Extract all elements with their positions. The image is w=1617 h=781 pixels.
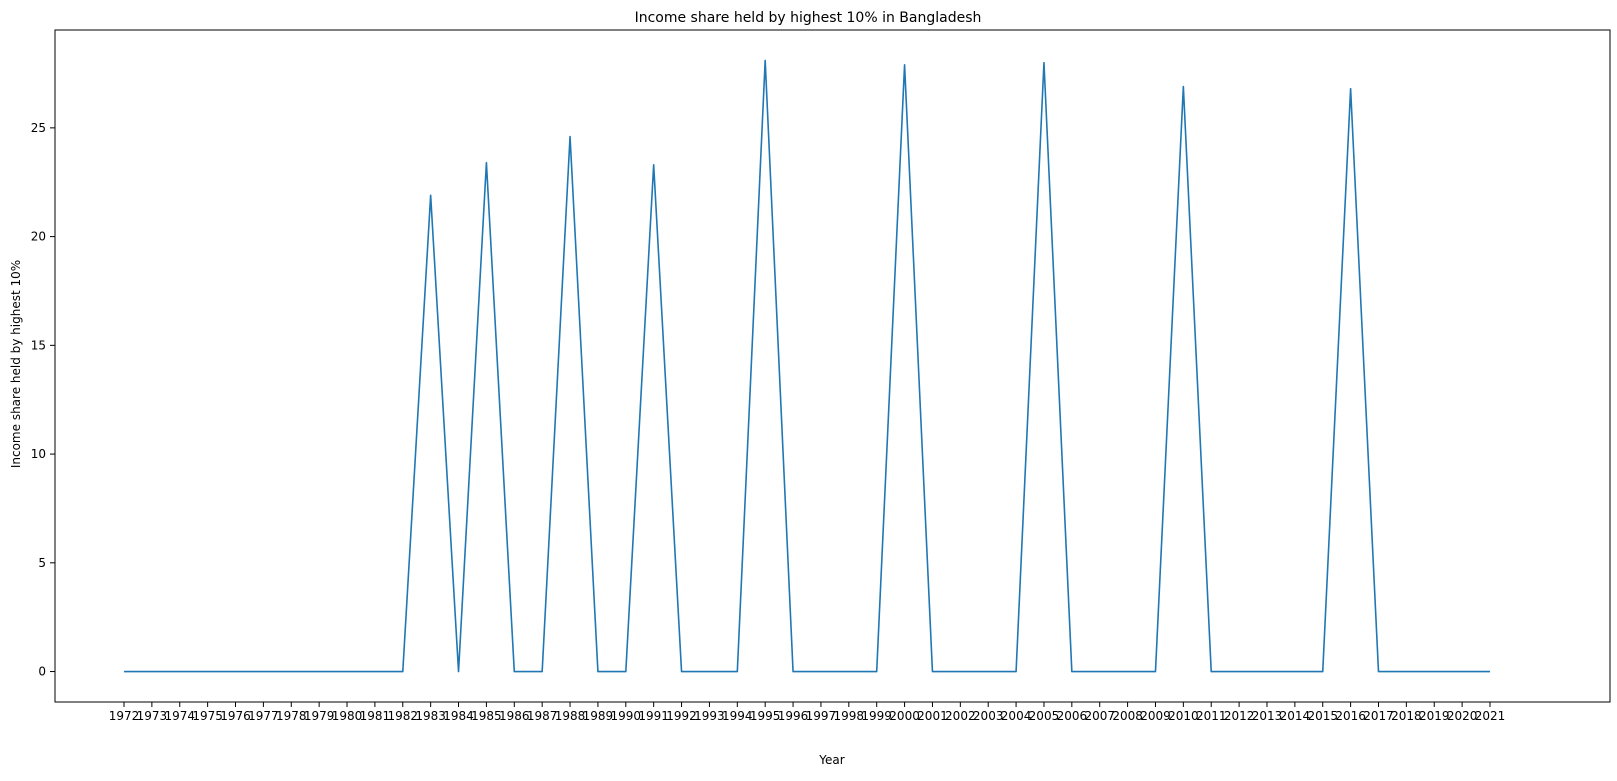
x-tick-label: 1979 [304,709,335,723]
x-tick-label: 2002 [945,709,976,723]
x-tick-label: 1987 [527,709,558,723]
series-layer [124,59,1490,673]
ticks-layer: 1972197319741975197619771978197919801981… [31,121,1506,723]
x-tick-label: 1996 [778,709,809,723]
x-tick-label: 1978 [276,709,307,723]
x-tick-label: 1998 [834,709,865,723]
x-tick-label: 2015 [1307,709,1338,723]
x-tick-label: 2013 [1252,709,1283,723]
x-tick-label: 1994 [722,709,753,723]
x-tick-label: 2007 [1084,709,1115,723]
chart-title: Income share held by highest 10% in Bang… [635,10,982,26]
x-tick-label: 1980 [332,709,363,723]
x-tick-label: 1993 [694,709,725,723]
x-tick-label: 1985 [471,709,502,723]
x-axis-label: Year [818,753,844,767]
x-tick-label: 1991 [638,709,669,723]
x-tick-label: 1992 [666,709,697,723]
x-tick-label: 1974 [164,709,195,723]
x-tick-label: 2005 [1029,709,1060,723]
x-tick-label: 2019 [1419,709,1450,723]
x-tick-label: 2008 [1112,709,1143,723]
x-tick-label: 2001 [917,709,948,723]
series-line [124,59,1490,673]
x-tick-label: 2017 [1363,709,1394,723]
y-tick-label: 0 [38,665,46,679]
x-tick-label: 2012 [1224,709,1255,723]
x-tick-label: 2014 [1280,709,1311,723]
x-tick-label: 1990 [611,709,642,723]
x-tick-label: 1973 [137,709,168,723]
x-tick-label: 1999 [861,709,892,723]
x-tick-label: 2003 [973,709,1004,723]
x-tick-label: 1986 [499,709,530,723]
x-tick-label: 1977 [248,709,279,723]
x-tick-label: 1988 [555,709,586,723]
x-tick-label: 2000 [889,709,920,723]
y-axis-label: Income share held by highest 10% [9,260,23,468]
y-tick-label: 10 [31,447,46,461]
y-tick-label: 20 [31,230,46,244]
x-tick-label: 1982 [388,709,419,723]
x-tick-label: 1972 [109,709,140,723]
x-tick-label: 1997 [806,709,837,723]
plot-area-frame [54,29,1611,703]
x-tick-label: 2004 [1001,709,1032,723]
x-tick-label: 2010 [1168,709,1199,723]
x-tick-label: 2011 [1196,709,1227,723]
y-tick-label: 5 [38,556,46,570]
x-tick-label: 2020 [1447,709,1478,723]
x-tick-label: 1995 [750,709,781,723]
x-tick-label: 1989 [583,709,614,723]
x-tick-label: 1976 [220,709,251,723]
x-tick-label: 1981 [360,709,391,723]
x-tick-label: 1975 [192,709,223,723]
x-tick-label: 2009 [1140,709,1171,723]
x-tick-label: 1984 [443,709,474,723]
y-tick-label: 15 [31,338,46,352]
x-tick-label: 2016 [1335,709,1366,723]
x-tick-label: 2018 [1391,709,1422,723]
x-tick-label: 2006 [1057,709,1088,723]
x-tick-label: 2021 [1475,709,1506,723]
x-tick-label: 1983 [415,709,446,723]
y-tick-label: 25 [31,121,46,135]
